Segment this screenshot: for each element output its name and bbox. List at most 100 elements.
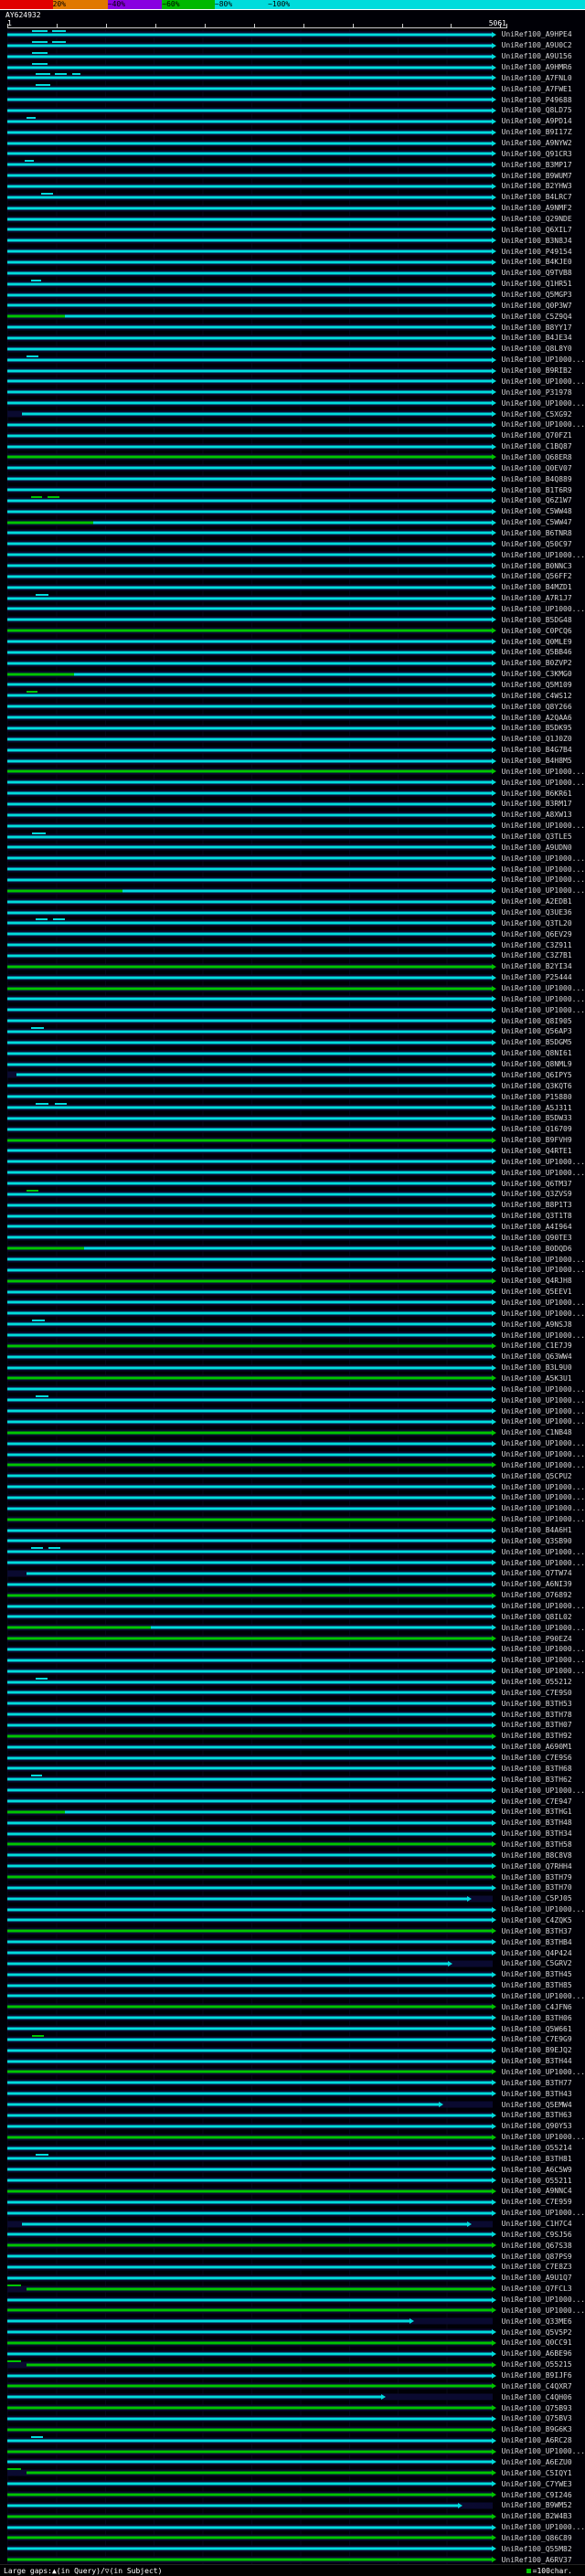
alignment-bar[interactable] — [7, 2515, 493, 2518]
hit-label[interactable]: UniRef100_Q50C97 — [501, 539, 572, 548]
hit-label[interactable]: UniRef100_B3TH79 — [501, 1872, 572, 1882]
hit-label[interactable]: UniRef100_UP1000... — [501, 604, 585, 613]
hit-label[interactable]: UniRef100_Q75B93 — [501, 2403, 572, 2412]
alignment-fragment[interactable] — [55, 1103, 67, 1106]
hit-label[interactable]: UniRef100_B4Q889 — [501, 474, 572, 483]
alignment-bar[interactable] — [7, 791, 493, 795]
alignment-bar[interactable] — [7, 249, 493, 253]
alignment-bar[interactable] — [7, 726, 493, 730]
alignment-bar[interactable] — [7, 510, 493, 514]
hit-label[interactable]: UniRef100_UP1000... — [501, 2209, 585, 2218]
alignment-fragment[interactable] — [36, 1677, 48, 1680]
hit-label[interactable]: UniRef100_C5XG92 — [501, 409, 572, 419]
alignment-bar[interactable] — [7, 1322, 493, 1326]
alignment-bar[interactable] — [7, 802, 493, 806]
alignment-bar[interactable] — [7, 1063, 493, 1066]
alignment-bar[interactable] — [7, 1171, 493, 1174]
hit-label[interactable]: UniRef100_B3TH92 — [501, 1732, 572, 1741]
alignment-fragment[interactable] — [26, 691, 38, 694]
alignment-bar[interactable] — [7, 303, 493, 307]
alignment-fragment[interactable] — [47, 495, 59, 498]
hit-label[interactable]: UniRef100_UP1000... — [501, 1157, 585, 1166]
hit-label[interactable]: UniRef100_B3THG1 — [501, 1807, 572, 1817]
hit-label[interactable]: UniRef100_C7E959 — [501, 2198, 572, 2207]
alignment-bar[interactable] — [7, 1106, 493, 1109]
alignment-bar[interactable] — [7, 1908, 493, 1912]
hit-label[interactable]: UniRef100_Q87PS9 — [501, 2252, 572, 2261]
alignment-bar[interactable] — [7, 33, 493, 37]
hit-label[interactable]: UniRef100_C4QXR7 — [501, 2381, 572, 2390]
alignment-bar[interactable] — [7, 1290, 493, 1294]
alignment-bar[interactable] — [7, 1777, 493, 1781]
hit-label[interactable]: UniRef100_A6EZU0 — [501, 2457, 572, 2466]
hit-label[interactable]: UniRef100_C7E947 — [501, 1797, 572, 1806]
hit-label[interactable]: UniRef100_C4ZQK5 — [501, 1915, 572, 1924]
hit-label[interactable]: UniRef100_C1E7J9 — [501, 1341, 572, 1351]
hit-label[interactable]: UniRef100_Q8IL02 — [501, 1612, 572, 1621]
alignment-bar[interactable] — [7, 1594, 493, 1597]
alignment-bar[interactable] — [7, 1398, 493, 1402]
alignment-bar[interactable] — [7, 1431, 493, 1435]
alignment-bar[interactable] — [7, 1712, 493, 1716]
alignment-bar[interactable] — [7, 466, 493, 470]
alignment-bar[interactable] — [7, 260, 493, 264]
hit-label[interactable]: UniRef100_UP1000... — [501, 1786, 585, 1795]
alignment-bar[interactable] — [7, 651, 493, 654]
alignment-bar[interactable] — [7, 477, 493, 481]
alignment-bar[interactable] — [7, 1723, 493, 1727]
alignment-fragment[interactable] — [26, 355, 39, 357]
alignment-bar[interactable] — [7, 98, 493, 101]
alignment-bar[interactable] — [7, 120, 493, 123]
alignment-bar[interactable] — [7, 1366, 493, 1370]
alignment-bar[interactable] — [7, 163, 493, 166]
alignment-bar[interactable] — [7, 845, 493, 849]
alignment-bar[interactable] — [7, 434, 493, 438]
hit-label[interactable]: UniRef100_A6RC28 — [501, 2436, 572, 2445]
hit-label[interactable]: UniRef100_B4MZD1 — [501, 583, 572, 592]
alignment-bar[interactable] — [7, 1139, 493, 1142]
hit-label[interactable]: UniRef100_C7E8Z3 — [501, 2263, 572, 2272]
alignment-bar[interactable] — [7, 564, 493, 567]
hit-label[interactable]: UniRef100_UP1000... — [501, 1493, 585, 1502]
alignment-fragment[interactable] — [31, 279, 41, 281]
hit-label[interactable]: UniRef100_B9EJQ2 — [501, 2046, 572, 2055]
hit-label[interactable]: UniRef100_A8XW13 — [501, 811, 572, 820]
hit-label[interactable]: UniRef100_Q29NDE — [501, 215, 572, 224]
hit-label[interactable]: UniRef100_Q3TLE5 — [501, 832, 572, 842]
hit-label[interactable]: UniRef100_Q4RJH8 — [501, 1277, 572, 1286]
alignment-bar[interactable] — [7, 1799, 493, 1803]
hit-label[interactable]: UniRef100_A9PD14 — [501, 117, 572, 126]
hit-label[interactable]: UniRef100_B3TH68 — [501, 1764, 572, 1773]
alignment-bar[interactable] — [7, 575, 493, 578]
alignment-bar[interactable] — [7, 2352, 493, 2356]
hit-label[interactable]: UniRef100_UP1000... — [501, 2067, 585, 2076]
alignment-bar[interactable] — [7, 1474, 493, 1478]
alignment-bar[interactable] — [7, 2178, 493, 2182]
alignment-bar[interactable] — [7, 780, 493, 784]
alignment-bar[interactable] — [7, 2189, 493, 2193]
hit-label[interactable]: UniRef100_B1T6R9 — [501, 485, 572, 494]
alignment-bar[interactable] — [7, 1832, 493, 1836]
hit-label[interactable]: UniRef100_B3TH70 — [501, 1883, 572, 1892]
alignment-bar[interactable] — [7, 1420, 493, 1424]
alignment-bar[interactable] — [7, 662, 493, 665]
alignment-bar[interactable] — [7, 2547, 493, 2550]
alignment-bar[interactable] — [7, 1659, 493, 1662]
alignment-bar[interactable] — [7, 2232, 493, 2236]
alignment-bar[interactable] — [16, 1073, 493, 1076]
hit-label[interactable]: UniRef100_A5K3U1 — [501, 1373, 572, 1383]
alignment-bar[interactable] — [7, 1376, 493, 1380]
alignment-bar[interactable] — [7, 1940, 493, 1944]
hit-label[interactable]: UniRef100_Q5W661 — [501, 2024, 572, 2033]
alignment-bar[interactable] — [7, 618, 493, 621]
alignment-bar[interactable] — [7, 640, 493, 643]
alignment-bar[interactable] — [7, 1853, 493, 1857]
hit-label[interactable]: UniRef100_Q5CPU2 — [501, 1471, 572, 1480]
alignment-bar[interactable] — [7, 2308, 493, 2312]
alignment-bar[interactable] — [7, 965, 493, 969]
hit-label[interactable]: UniRef100_Q5BB46 — [501, 648, 572, 657]
alignment-fragment[interactable] — [52, 30, 66, 32]
hit-label[interactable]: UniRef100_UP1000... — [501, 1504, 585, 1513]
alignment-fragment[interactable] — [31, 2435, 43, 2438]
hit-label[interactable]: UniRef100_Q90Y53 — [501, 2122, 572, 2131]
